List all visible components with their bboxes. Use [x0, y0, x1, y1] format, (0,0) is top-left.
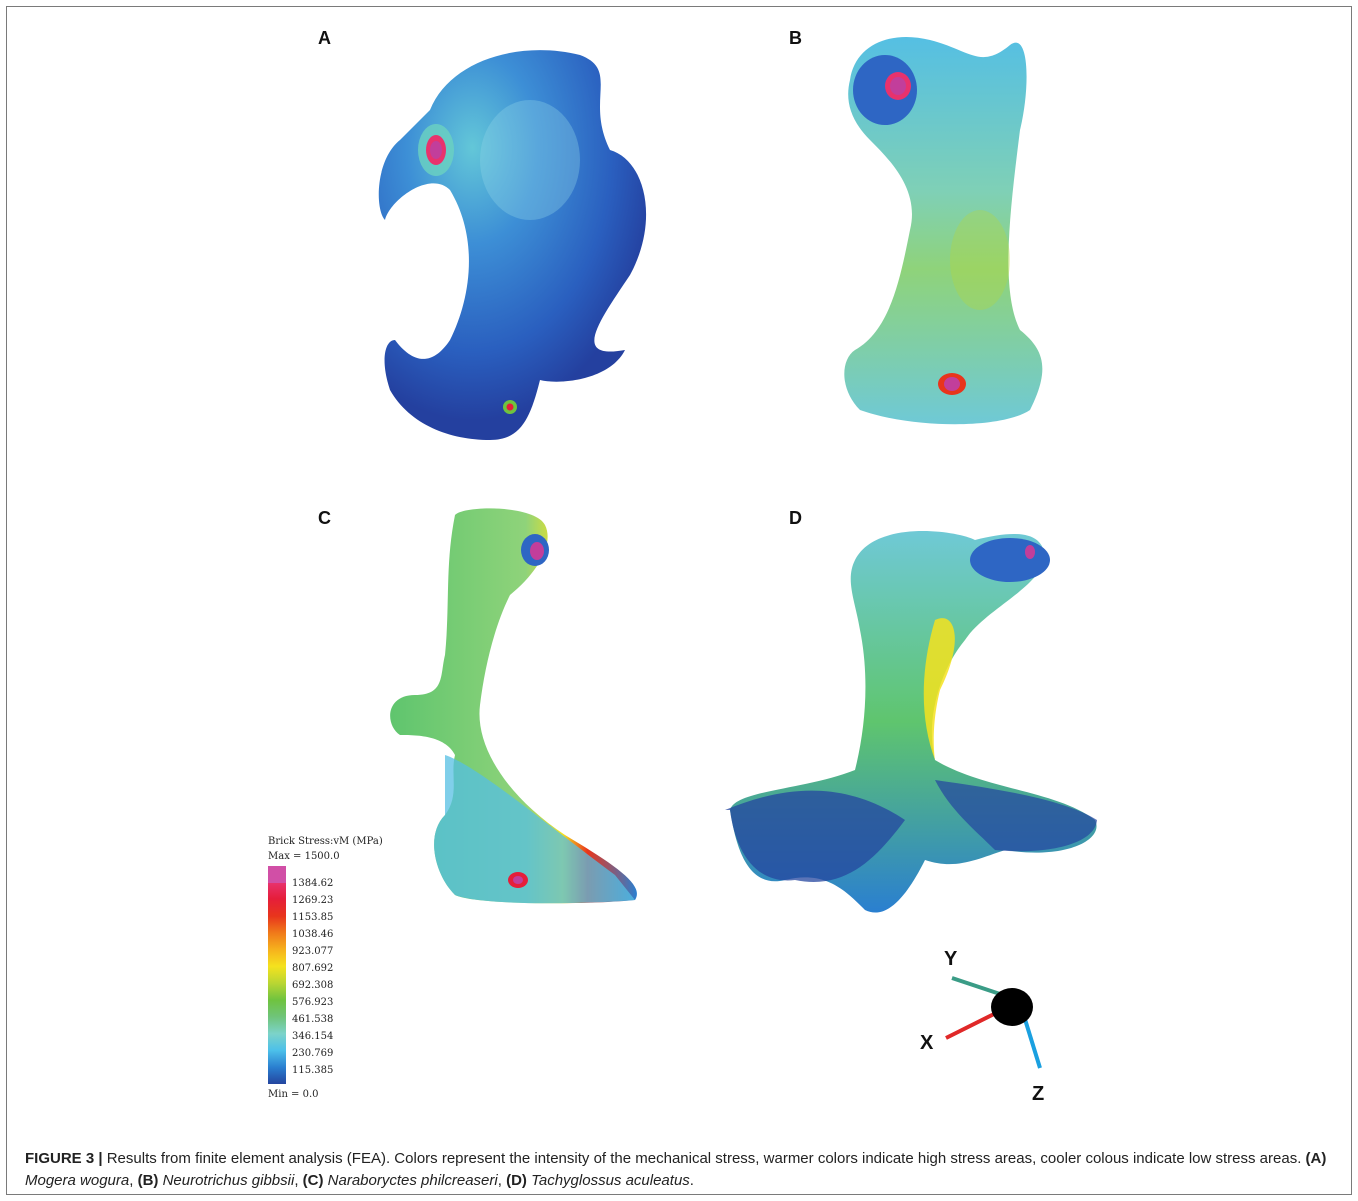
legend-tick: 346.154 — [292, 1031, 334, 1042]
legend-tick: 1153.85 — [292, 912, 334, 923]
caption-figure-label: FIGURE 3 | — [25, 1150, 103, 1167]
z-axis-line — [1022, 1015, 1042, 1069]
legend-tick: 1384.62 — [292, 878, 334, 889]
axis-triad-lines — [945, 976, 1042, 1069]
caption-b-label: (B) — [137, 1172, 159, 1189]
legend-min: Min = 0.0 — [268, 1089, 319, 1100]
legend-title: Brick Stress:vM (MPa) — [268, 836, 383, 847]
caption-separator: , — [294, 1172, 303, 1189]
caption-d-label: (D) — [506, 1172, 527, 1189]
legend-tick: 923.077 — [292, 946, 334, 957]
specimen-d-image — [725, 531, 1097, 913]
specimen-a-image — [378, 50, 647, 441]
specimen-c-image — [390, 508, 637, 904]
caption-separator: , — [129, 1172, 138, 1189]
caption-a-label: (A) — [1305, 1150, 1327, 1167]
legend-tick: 576.923 — [292, 997, 334, 1008]
legend-tick: 115.385 — [292, 1065, 334, 1076]
axis-origin-dot — [991, 988, 1033, 1026]
caption-text: Results from finite element analysis (FE… — [102, 1150, 1306, 1167]
legend-tick: 1269.23 — [292, 895, 334, 906]
legend-tick: 230.769 — [292, 1048, 334, 1059]
legend-tick: 461.538 — [292, 1014, 334, 1025]
caption-a-species: Mogera wogura — [25, 1172, 130, 1189]
caption-separator: , — [497, 1172, 507, 1189]
z-axis-label: Z — [1032, 1083, 1045, 1105]
panel-label-a: A — [318, 28, 331, 48]
caption-d-species: Tachyglossus aculeatus — [531, 1172, 690, 1189]
panel-label-d: D — [789, 508, 802, 528]
y-axis-label: Y — [944, 948, 958, 970]
figure-caption: FIGURE 3 | Results from finite element a… — [25, 1148, 1330, 1192]
figure-frame — [6, 6, 1352, 1195]
caption-b-species: Neurotrichus gibbsii — [162, 1172, 295, 1189]
caption-c-species: Naraboryctes philcreaseri — [327, 1172, 498, 1189]
legend-tick: 1038.46 — [292, 929, 334, 940]
legend-tick: 807.692 — [292, 963, 334, 974]
x-axis-line — [945, 1008, 1003, 1040]
x-axis-label: X — [920, 1032, 934, 1054]
legend-tick: 692.308 — [292, 980, 334, 991]
legend-colorbar — [268, 866, 286, 1084]
axis-triad: Y X Z — [900, 940, 1080, 1110]
caption-c-label: (C) — [302, 1172, 324, 1189]
stress-legend: Brick Stress:vM (MPa) Max = 1500.0 1384.… — [262, 836, 383, 1106]
specimen-b-image — [844, 36, 1043, 425]
caption-end: . — [689, 1172, 694, 1189]
legend-max: Max = 1500.0 — [268, 851, 340, 862]
panel-label-c: C — [318, 508, 331, 528]
panel-label-b: B — [789, 28, 802, 48]
